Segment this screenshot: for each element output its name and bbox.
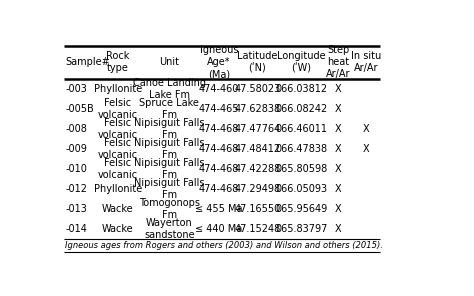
Text: X: X [335,224,342,234]
Text: 47.42288: 47.42288 [234,164,281,174]
Text: Sample#: Sample# [65,57,110,67]
Text: Nipisiguit Falls
Fm: Nipisiguit Falls Fm [134,158,204,180]
Text: Igneous
Age*
(Ma): Igneous Age* (Ma) [200,45,238,79]
Text: X: X [335,164,342,174]
Text: 47.62838: 47.62838 [234,104,281,114]
Text: -009: -009 [65,144,87,154]
Text: Nipisiguit Falls
Fm: Nipisiguit Falls Fm [134,138,204,160]
Text: X: X [335,144,342,154]
Text: X: X [363,144,369,154]
Text: X: X [335,184,342,194]
Text: 47.29498: 47.29498 [234,184,281,194]
Text: 47.16550: 47.16550 [234,204,281,214]
Text: 474-468: 474-468 [199,184,239,194]
Text: Latitude
(ʹN): Latitude (ʹN) [237,51,278,73]
Text: 47.47764: 47.47764 [234,124,281,134]
Text: Felsic
volcanic: Felsic volcanic [98,98,138,120]
Text: Rock
type: Rock type [106,51,129,73]
Text: 066.03812: 066.03812 [275,84,328,94]
Text: Step
heat
Ar/Ar: Step heat Ar/Ar [326,45,350,79]
Text: 066.46011: 066.46011 [275,124,328,134]
Text: In situ
Ar/Ar: In situ Ar/Ar [351,51,381,73]
Text: 474-465: 474-465 [199,104,239,114]
Text: 47.58023: 47.58023 [234,84,281,94]
Text: ≤ 440 Ma: ≤ 440 Ma [195,224,243,234]
Text: 066.05093: 066.05093 [275,184,328,194]
Text: 066.47838: 066.47838 [275,144,328,154]
Text: ≤ 455 Ma: ≤ 455 Ma [195,204,243,214]
Text: -008: -008 [65,124,87,134]
Text: Felsic
volcanic: Felsic volcanic [98,138,138,160]
Text: X: X [335,124,342,134]
Text: -013: -013 [65,204,87,214]
Text: -012: -012 [65,184,88,194]
Text: Wacke: Wacke [102,224,134,234]
Text: X: X [335,84,342,94]
Text: Nipisiguit Falls
Fm: Nipisiguit Falls Fm [134,178,204,200]
Text: 47.48412: 47.48412 [234,144,281,154]
Text: 474-468: 474-468 [199,144,239,154]
Text: Wayerton
sandstone: Wayerton sandstone [144,218,195,240]
Text: Unit: Unit [159,57,179,67]
Text: 474-468: 474-468 [199,124,239,134]
Text: 066.08242: 066.08242 [275,104,328,114]
Text: 47.15248: 47.15248 [234,224,281,234]
Text: -014: -014 [65,224,87,234]
Text: Phyllonite: Phyllonite [94,84,142,94]
Text: Tomogonops
Fm: Tomogonops Fm [139,198,200,220]
Text: Wacke: Wacke [102,204,134,214]
Text: X: X [335,104,342,114]
Text: X: X [335,204,342,214]
Text: 474-468: 474-468 [199,164,239,174]
Text: Felsic
volcanic: Felsic volcanic [98,158,138,180]
Text: 065.83797: 065.83797 [275,224,328,234]
Text: Spruce Lake
Fm: Spruce Lake Fm [139,98,199,120]
Text: Longitude
(ʹW): Longitude (ʹW) [277,51,326,73]
Text: X: X [363,124,369,134]
Text: -005B: -005B [65,104,94,114]
Text: Phyllonite: Phyllonite [94,184,142,194]
Text: 065.95649: 065.95649 [275,204,328,214]
Text: Igneous ages from Rogers and others (2003) and Wilson and others (2015).: Igneous ages from Rogers and others (200… [65,242,383,250]
Text: Felsic
volcanic: Felsic volcanic [98,118,138,140]
Text: Canoe Landing
Lake Fm: Canoe Landing Lake Fm [133,78,206,100]
Text: 474-460: 474-460 [199,84,239,94]
Text: -003: -003 [65,84,87,94]
Text: Nipisiguit Falls
Fm: Nipisiguit Falls Fm [134,118,204,140]
Text: -010: -010 [65,164,87,174]
Text: 065.80598: 065.80598 [275,164,328,174]
